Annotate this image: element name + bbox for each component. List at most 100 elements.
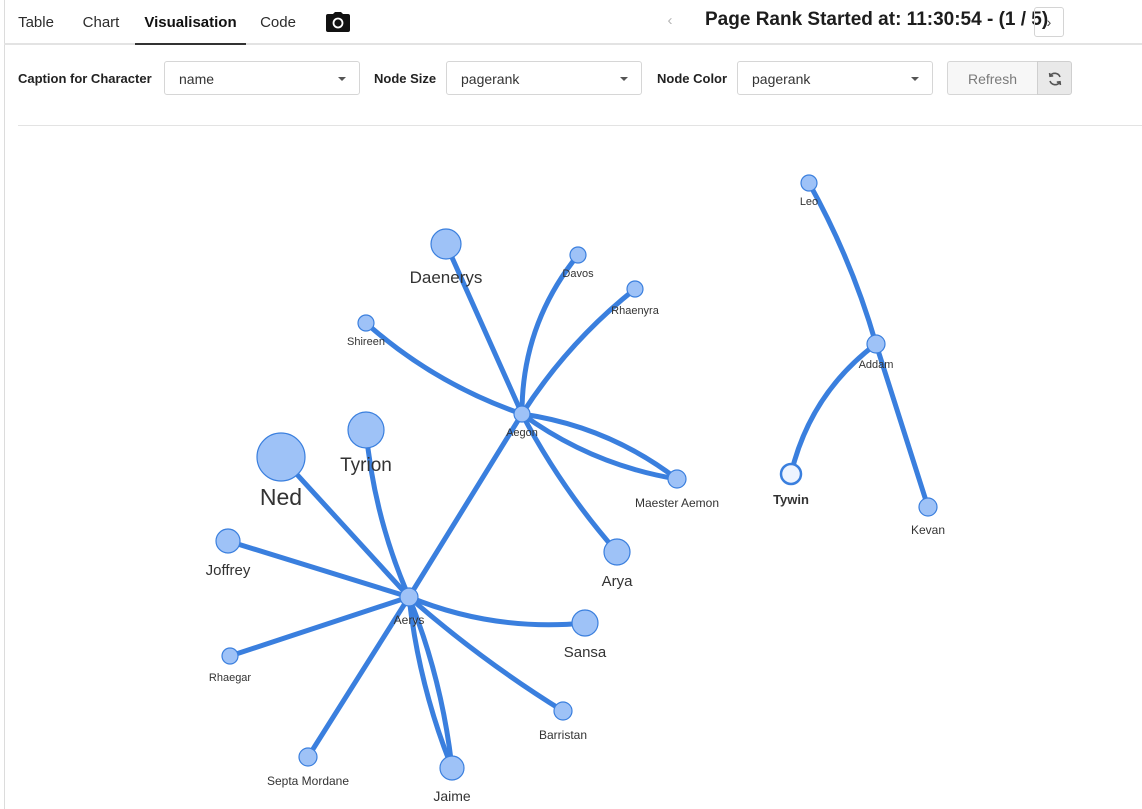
graph-edge[interactable]	[305, 594, 412, 760]
tab-chart[interactable]: Chart	[82, 14, 120, 31]
caret-down-icon	[338, 77, 346, 81]
graph-node-label: Arya	[602, 573, 634, 590]
caption-select[interactable]: name	[164, 61, 360, 95]
graph-node[interactable]: Aerys	[394, 587, 425, 627]
graph-edge[interactable]	[406, 594, 455, 771]
node-size-select-value: pagerank	[461, 71, 520, 87]
page-title: Page Rank Started at: 11:30:54 - (1 / 5)	[705, 9, 1049, 30]
camera-icon[interactable]	[326, 12, 350, 32]
graph-node[interactable]: Kevan	[911, 497, 945, 537]
graph-node-circle[interactable]	[553, 701, 573, 721]
graph-edge[interactable]	[806, 180, 879, 347]
graph-node-label: Ned	[260, 484, 302, 510]
graph-node-circle[interactable]	[626, 280, 644, 298]
node-color-select-value: pagerank	[752, 71, 811, 87]
refresh-button[interactable]: Refresh	[947, 61, 1037, 95]
graph-edge[interactable]	[788, 341, 879, 477]
graph-node-label: Barristan	[539, 728, 587, 742]
graph-node[interactable]: Sansa	[564, 609, 607, 661]
graph-node-circle[interactable]	[256, 432, 306, 482]
graph-node[interactable]: Maester Aemon	[635, 469, 719, 510]
graph-node[interactable]: Rhaegar	[209, 647, 252, 684]
node-color-select[interactable]: pagerank	[737, 61, 933, 95]
graph-node-circle[interactable]	[800, 174, 818, 192]
refresh-icon[interactable]	[1037, 61, 1072, 95]
node-color-label: Node Color	[657, 71, 728, 86]
graph-node[interactable]: Barristan	[539, 701, 587, 742]
node-size-label: Node Size	[374, 71, 437, 86]
graph-node-circle[interactable]	[439, 755, 465, 781]
tab-bar: Table Chart Visualisation Code ‹ Page Ra…	[0, 0, 1142, 45]
tab-bar-divider	[4, 43, 1142, 45]
graph-edge[interactable]	[519, 411, 680, 482]
graph-node-circle[interactable]	[298, 747, 318, 767]
graph-node[interactable]: Arya	[602, 538, 634, 590]
graph-node-circle[interactable]	[779, 462, 803, 486]
graph-node-label: Maester Aemon	[635, 496, 719, 510]
next-run-button[interactable]: ›	[1034, 7, 1064, 37]
graph-node[interactable]: Joffrey	[206, 528, 251, 579]
graph-node[interactable]: Tyrion	[340, 411, 392, 476]
graph-node-circle[interactable]	[918, 497, 938, 517]
graph-node-circle[interactable]	[571, 609, 599, 637]
graph-edge[interactable]	[406, 594, 566, 714]
graph-edge[interactable]	[227, 594, 412, 659]
graph-node-label: Joffrey	[206, 562, 251, 579]
graph-edge[interactable]	[519, 411, 620, 555]
graph-edge[interactable]	[519, 286, 638, 417]
tab-table[interactable]: Table	[18, 14, 54, 31]
node-size-select[interactable]: pagerank	[446, 61, 642, 95]
graph-node-label: Tyrion	[340, 455, 392, 476]
graph-node[interactable]: Leo	[800, 174, 818, 208]
graph-node-circle[interactable]	[430, 228, 462, 260]
graph-edge[interactable]	[225, 538, 412, 600]
graph-node-circle[interactable]	[603, 538, 631, 566]
graph-node-circle[interactable]	[357, 314, 375, 332]
graph-node[interactable]: Rhaenyra	[611, 280, 660, 317]
graph-node[interactable]: Shireen	[347, 314, 385, 348]
tab-code[interactable]: Code	[260, 14, 296, 31]
graph-node-circle[interactable]	[513, 405, 531, 423]
graph-node[interactable]: Septa Mordane	[267, 747, 349, 788]
graph-node[interactable]: Ned	[256, 432, 306, 510]
graph-node[interactable]: Daenerys	[410, 228, 483, 287]
graph-node-circle[interactable]	[866, 334, 886, 354]
caption-label: Caption for Character	[18, 71, 152, 86]
graph-node-label: Davos	[562, 268, 594, 280]
graph-node-label: Aegon	[506, 427, 538, 439]
graph-node-label: Rhaegar	[209, 672, 252, 684]
graph-node-label: Aerys	[394, 613, 425, 627]
graph-node-label: Addam	[859, 359, 894, 371]
graph-node-circle[interactable]	[399, 587, 419, 607]
graph-edge[interactable]	[519, 411, 680, 482]
graph-node-label: Septa Mordane	[267, 774, 349, 788]
graph-edge[interactable]	[363, 427, 412, 600]
graph-node[interactable]: Addam	[859, 334, 894, 371]
graph-edge[interactable]	[443, 241, 525, 417]
graph-canvas[interactable]: Ned Tyrion Daenerys Davos Rhaenyra Shireen Aeg…	[0, 126, 1142, 809]
graph-node-label: Leo	[800, 196, 818, 208]
graph-node-circle[interactable]	[215, 528, 241, 554]
tab-visualisation[interactable]: Visualisation	[135, 0, 246, 45]
graph-node-label: Jaime	[433, 788, 471, 804]
graph-edge[interactable]	[873, 341, 931, 510]
graph-node[interactable]: Tywin	[773, 462, 809, 507]
previous-run-button[interactable]: ‹	[667, 12, 673, 29]
visualisation-panel	[4, 0, 1142, 809]
caret-down-icon	[620, 77, 628, 81]
graph-edge[interactable]	[406, 594, 588, 628]
graph-node-circle[interactable]	[221, 647, 239, 665]
controls-divider	[18, 125, 1142, 126]
graph-node-circle[interactable]	[569, 246, 587, 264]
graph-node[interactable]: Davos	[562, 246, 594, 280]
graph-node-label: Rhaenyra	[611, 305, 660, 317]
graph-edge[interactable]	[406, 594, 455, 771]
caption-select-value: name	[179, 71, 215, 87]
graph-node-circle[interactable]	[347, 411, 385, 449]
graph-node-circle[interactable]	[667, 469, 687, 489]
graph-edge[interactable]	[363, 320, 525, 417]
graph-node[interactable]: Jaime	[433, 755, 471, 804]
graph-node[interactable]: Aegon	[506, 405, 538, 439]
graph-edge[interactable]	[406, 411, 525, 600]
graph-edge[interactable]	[519, 252, 581, 417]
